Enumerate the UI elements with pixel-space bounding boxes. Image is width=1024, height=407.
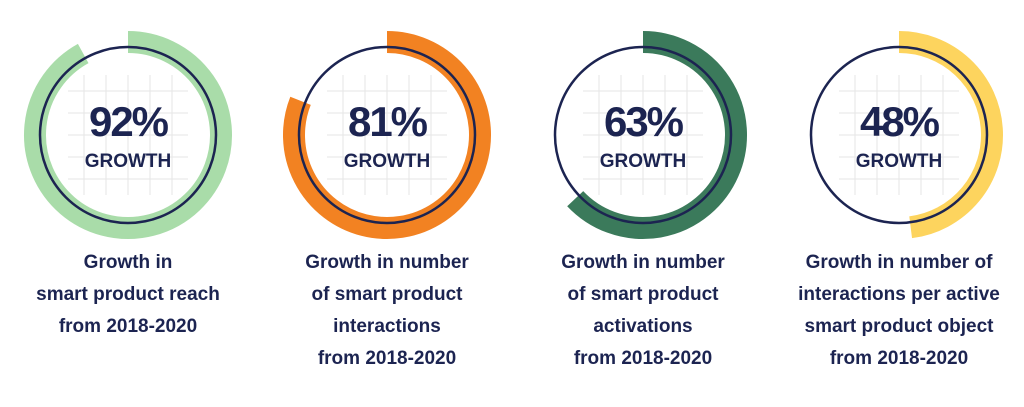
progress-arc [24,31,232,239]
progress-arc [898,31,1003,239]
caption-line: from 2018-2020 [59,316,197,337]
caption-line: from 2018-2020 [830,348,968,369]
caption-line: Growth in [84,252,173,273]
caption-line: smart product reach [36,284,220,305]
caption-line: of smart product [312,284,464,305]
subtitle: GROWTH [856,151,943,172]
caption-line: interactions per active [798,284,1000,305]
progress-arc [567,31,747,239]
ring-outline [553,45,733,225]
value-label: 81% [348,98,428,145]
value-label: 92% [89,98,169,145]
progress-arc [283,31,491,239]
subtitle: GROWTH [85,151,172,172]
subtitle: GROWTH [344,151,431,172]
caption-line: from 2018-2020 [574,348,712,369]
caption-line: Growth in number [305,252,469,273]
caption-line: activations [593,316,692,337]
caption-line: interactions [333,316,441,337]
caption-line: of smart product [568,284,720,305]
caption-line: Growth in number of [806,252,993,273]
caption-line: from 2018-2020 [318,348,456,369]
ring-outline [38,45,218,225]
value-label: 48% [860,98,940,145]
subtitle: GROWTH [600,151,687,172]
ring-outline [809,45,989,225]
value-label: 63% [604,98,684,145]
caption-line: Growth in number [561,252,725,273]
caption-line: smart product object [805,316,995,337]
ring-outline [297,45,477,225]
